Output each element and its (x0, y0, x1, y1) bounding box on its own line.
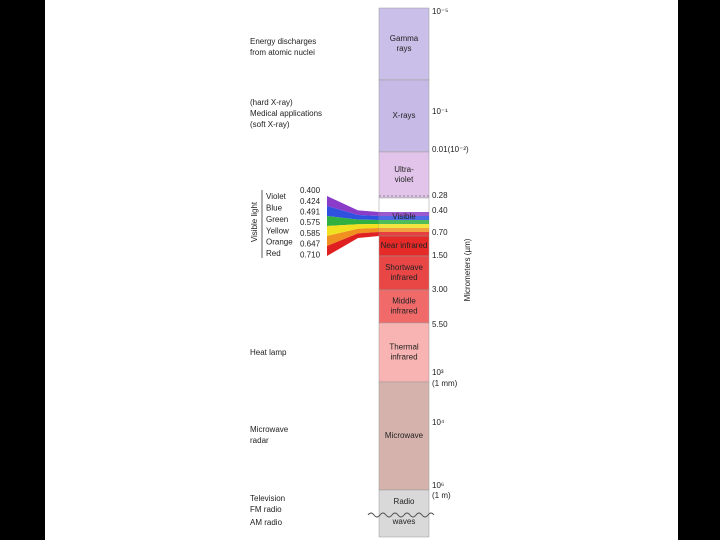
wavelength: 0.424 (300, 197, 321, 206)
application-label: Medical applications (250, 109, 322, 118)
band (378, 322, 430, 383)
band-label: infrared (390, 307, 417, 316)
band-label: rays (396, 44, 411, 53)
band-label: Middle (392, 297, 416, 306)
visible-strip (379, 212, 429, 216)
band (378, 289, 430, 324)
application-label: Microwave (250, 425, 289, 434)
application-label: (hard X-ray) (250, 98, 293, 107)
application-label: Heat lamp (250, 348, 287, 357)
visible-strip (379, 224, 429, 228)
application-label: FM radio (250, 505, 282, 514)
color-name: Violet (266, 192, 287, 201)
scale-label: 5.50 (432, 320, 448, 329)
visible-strip (379, 232, 429, 236)
fan-strip (327, 228, 379, 246)
visible-strip (379, 228, 429, 232)
scale-label: 10³ (432, 368, 444, 377)
band-label: Visible (392, 212, 416, 221)
band-label: Gamma (390, 34, 419, 43)
band (378, 381, 430, 491)
color-name: Blue (266, 204, 283, 213)
break-symbol (367, 512, 435, 518)
wavelength: 0.710 (300, 250, 321, 259)
band-label: violet (395, 175, 414, 184)
band-label: Shortwave (385, 263, 423, 272)
fan-strip (327, 216, 379, 226)
visible-strip (379, 220, 429, 224)
band-label: infrared (390, 353, 417, 362)
band-label: Thermal (389, 343, 419, 352)
wavelength: 0.647 (300, 240, 321, 249)
scale-label: (1 mm) (432, 379, 458, 388)
wavelength: 0.575 (300, 218, 321, 227)
application-label: (soft X-ray) (250, 120, 290, 129)
visible-title: Visible light (250, 201, 259, 242)
band-label: Near infrared (381, 241, 428, 250)
color-name: Yellow (266, 226, 289, 235)
scale-label: 3.00 (432, 285, 448, 294)
band (378, 7, 430, 81)
scale-label: 10⁻⁵ (432, 7, 448, 16)
band-label: X-rays (392, 111, 415, 120)
application-label: radar (250, 436, 269, 445)
scale-label: 0.01(10⁻²) (432, 145, 469, 154)
scale-label: 0.70 (432, 228, 448, 237)
color-name: Orange (266, 238, 293, 247)
scale-label: 0.28 (432, 191, 448, 200)
color-name: Green (266, 215, 288, 224)
axis-title: Micrometers (µm) (463, 238, 472, 301)
fan-strip (327, 196, 379, 216)
visible-strip (379, 216, 429, 220)
band-label: Microwave (385, 431, 424, 440)
band-label: waves (392, 517, 416, 526)
scale-label: (1 m) (432, 491, 451, 500)
application-label: AM radio (250, 518, 283, 527)
band-label: Ultra- (394, 165, 414, 174)
wavelength: 0.400 (300, 186, 321, 195)
application-label: Energy discharges (250, 37, 316, 46)
scale-label: 10⁶ (432, 481, 444, 490)
wavelength: 0.491 (300, 208, 321, 217)
wavelength: 0.585 (300, 229, 321, 238)
scale-label: 1.50 (432, 251, 448, 260)
band-label: infrared (390, 273, 417, 282)
background (45, 0, 678, 540)
application-label: Television (250, 494, 285, 503)
fan-strip (327, 232, 379, 256)
application-label: from atomic nuclei (250, 48, 315, 57)
scale-label: 10⁴ (432, 418, 445, 427)
visible-fan (327, 196, 379, 256)
scale-label: 10⁻¹ (432, 107, 448, 116)
scale-label: 0.40 (432, 206, 448, 215)
fan-strip (327, 206, 379, 220)
band (378, 151, 430, 199)
fan-strip (327, 224, 379, 236)
band-label: Radio (394, 497, 415, 506)
color-name: Red (266, 249, 281, 258)
